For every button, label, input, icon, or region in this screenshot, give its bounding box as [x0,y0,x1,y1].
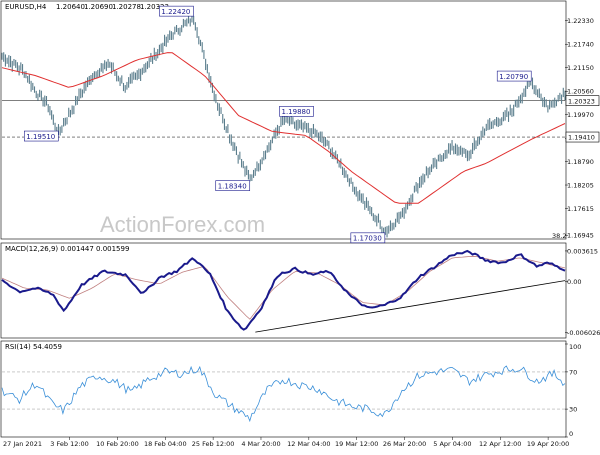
current-price-label-box [565,95,600,106]
macd-tick-label: -0.006026 [567,329,600,337]
annotation-box [350,232,386,244]
rsi-tick-label: 70 [569,368,577,376]
ohlc-close: 1.20323 [140,3,169,11]
price-tick-label: 1.18205 [567,182,594,190]
annotation-label: 1.17030 [353,235,382,243]
date-tick-label: 26 Mar 20:00 [383,440,426,448]
date-tick-label: 19 Mar 12:00 [335,440,378,448]
current-price-label: 1.20323 [568,97,595,105]
date-tick-label: 18 Feb 04:00 [144,440,187,448]
price-tick-label: 1.16945 [567,232,594,240]
rsi-title: RSI(14) 54.4059 [5,343,62,351]
price-tick-label: 1.19970 [567,111,594,119]
macd-line [1,249,566,331]
annotation-box [159,5,194,17]
rsi-layer [1,365,566,423]
date-tick-label: 27 Jan 2021 [3,440,42,448]
date-tick-label: 12 Mar 04:00 [287,440,330,448]
annotation-label: 1.20790 [499,73,528,81]
macd-tick-label: 0.00 [567,278,581,286]
price-layer: 1.22420 1.19510 1.18340 1.19880 1.17030 1.207… [1,5,566,244]
fib-label: 38.2 [552,232,566,240]
price-tick-label: 1.21740 [567,41,594,49]
support-price-label: 1.19410 [568,134,595,142]
macd-tick-label: 0.003615 [567,247,598,255]
macd-panel-frame [0,242,567,339]
ohlc-open: 1.20640 [56,3,85,11]
rsi-tick-label: 30 [569,406,577,414]
macd-trendline [255,280,566,333]
rsi-line [1,365,566,423]
date-tick-label: 5 Apr 04:00 [433,440,471,448]
price-panel-frame [0,0,567,240]
support-price-label-box [565,131,600,143]
watermark: ActionForex.com [100,212,265,237]
annotation-label: 1.18340 [218,182,247,190]
macd-layer [1,249,566,333]
annotation-label: 1.19510 [26,133,55,141]
date-tick-label: 4 Mar 20:00 [241,440,280,448]
price-tick-label: 1.20560 [567,88,594,96]
date-tick-label: 3 Feb 12:00 [50,440,89,448]
price-tick-label: 1.22330 [567,17,594,25]
rsi-tick-label: 100 [569,343,581,351]
axes-layer: 1.223301.217401.211501.205601.199701.193… [3,17,600,448]
price-tick-label: 1.17615 [567,205,594,213]
date-tick-label: 25 Feb 12:00 [192,440,235,448]
price-title: EURUSD,H4 [5,3,47,11]
date-tick-label: 12 Apr 12:00 [479,440,521,448]
annotation-label: 1.19880 [282,108,311,116]
macd-signal-line [1,255,566,320]
annotation-box [496,70,532,82]
macd-title: MACD(12,26,9) 0.001447 0.001599 [5,245,129,253]
price-tick-label: 1.21150 [567,64,594,72]
annotation-box [215,180,251,191]
ohlc-low: 1.20278 [112,3,141,11]
price-tick-label: 1.18790 [567,158,594,166]
annotation-box [279,106,314,117]
date-tick-label: 19 Apr 20:00 [527,440,569,448]
ohlc-high: 1.20690 [84,3,113,11]
annotation-label: 1.22420 [161,8,190,16]
rsi-tick-label: 0 [569,430,573,438]
date-tick-label: 10 Feb 20:00 [96,440,139,448]
moving-average-line [1,52,566,204]
rsi-panel-frame [0,340,567,438]
annotation-box [23,130,59,142]
